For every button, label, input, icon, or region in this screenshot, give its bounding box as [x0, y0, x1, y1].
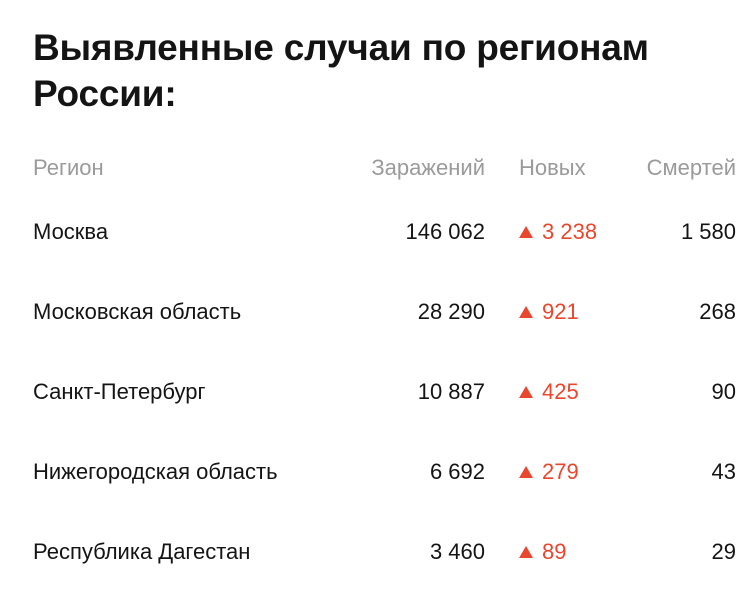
triangle-up-icon [519, 386, 533, 398]
infected-count: 146 062 [405, 219, 485, 244]
triangle-up-icon [519, 466, 533, 478]
new-cases-value: 425 [542, 379, 579, 404]
region-name: Московская область [33, 299, 242, 324]
table-row: Московская область 28 290 921 268 [33, 292, 736, 332]
deaths-count: 268 [699, 299, 736, 324]
table-row: Москва 146 062 3 238 1 580 [33, 212, 736, 252]
deaths-count: 29 [711, 539, 736, 564]
table-row: Нижегородская область 6 692 279 43 [33, 452, 736, 492]
table-row: Санкт-Петербург 10 887 425 90 [33, 372, 736, 412]
new-cases-value: 921 [542, 299, 579, 324]
new-cases: 279 [519, 452, 579, 492]
new-cases: 921 [519, 292, 579, 332]
new-cases-value: 3 238 [542, 219, 598, 244]
column-header-new: Новых [519, 155, 586, 180]
deaths-count: 43 [711, 459, 736, 484]
infected-count: 3 460 [429, 539, 485, 564]
infected-count: 6 692 [429, 459, 485, 484]
region-name: Нижегородская область [33, 459, 278, 484]
triangle-up-icon [519, 546, 533, 558]
table-header: Регион Заражений Новых Смертей [33, 148, 736, 188]
new-cases: 425 [519, 372, 579, 412]
column-header-deaths: Смертей [646, 155, 736, 180]
region-name: Москва [33, 219, 109, 244]
deaths-count: 1 580 [680, 219, 736, 244]
infected-count: 28 290 [417, 299, 485, 324]
new-cases-value: 279 [542, 459, 579, 484]
column-header-region: Регион [33, 155, 104, 180]
new-cases: 3 238 [519, 212, 597, 252]
triangle-up-icon [519, 226, 533, 238]
table-row: Республика Дагестан 3 460 89 29 [33, 532, 736, 572]
infected-count: 10 887 [417, 379, 485, 404]
region-name: Республика Дагестан [33, 539, 251, 564]
page-title: Выявленные случаи по регионам России: [33, 27, 649, 114]
region-name: Санкт-Петербург [33, 379, 206, 404]
new-cases-value: 89 [542, 539, 567, 564]
triangle-up-icon [519, 306, 533, 318]
column-header-infected: Заражений [371, 155, 485, 180]
new-cases: 89 [519, 532, 566, 572]
deaths-count: 90 [711, 379, 736, 404]
